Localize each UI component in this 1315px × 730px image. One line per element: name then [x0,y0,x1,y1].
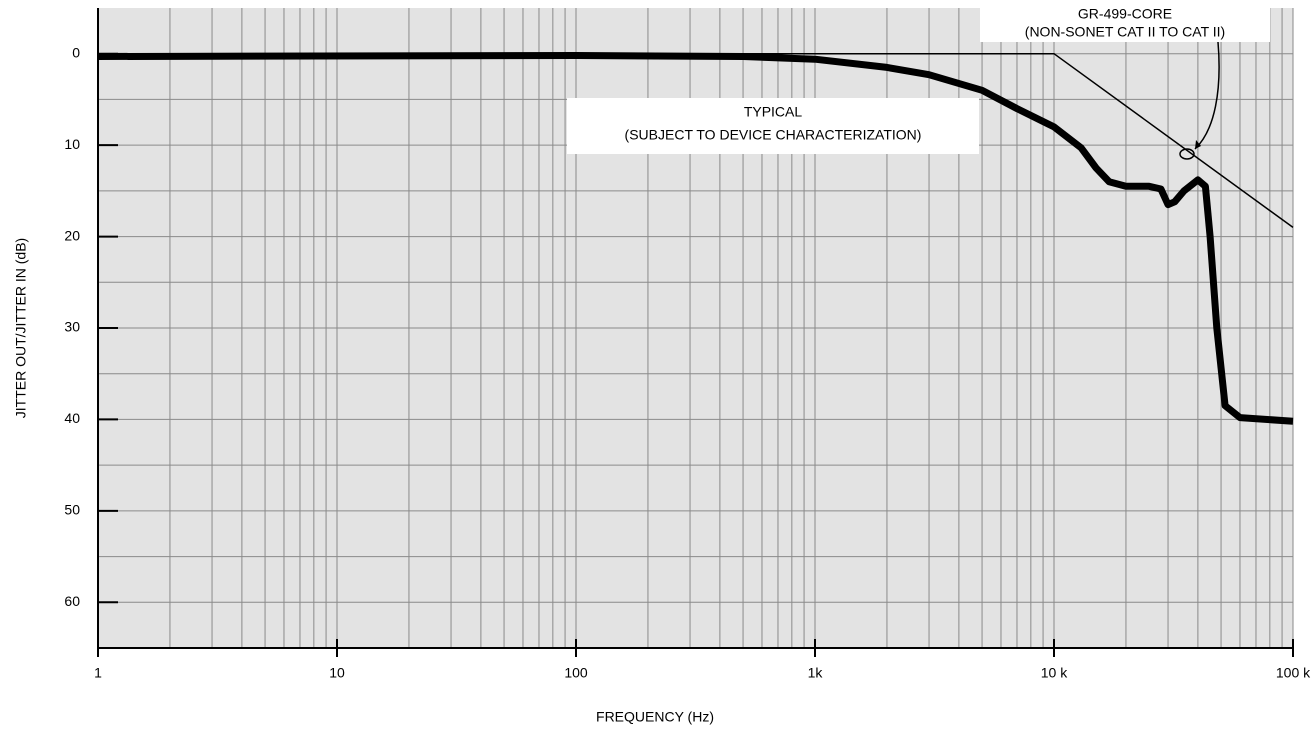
arrow-head [1195,140,1201,149]
x-tick-label: 1k [808,665,824,681]
line-series [98,52,1294,229]
annotation: GR-499-CORE [1078,6,1172,22]
y-axis-label: JITTER OUT/JITTER IN (dB) [13,238,29,418]
x-tick-label: 10 [329,665,345,681]
marks [97,52,1294,425]
annotation: (SUBJECT TO DEVICE CHARACTERIZATION) [625,127,922,143]
y-tick-label: 60 [64,593,80,609]
y-tick-label: 0 [72,44,80,60]
x-tick-label: 100 k [1276,665,1311,681]
x-tick-label: 10 k [1041,665,1068,681]
y-tick-label: 20 [64,227,80,243]
x-axis-label: FREQUENCY (Hz) [596,709,714,725]
line-series [97,52,1294,425]
annotation-box [567,98,979,154]
annotation: TYPICAL [744,104,803,120]
y-tick-label: 50 [64,502,80,518]
y-tick-label: 10 [64,136,80,152]
x-tick-label: 1 [94,665,102,681]
callout-arrow [1194,41,1220,150]
annotation: (NON-SONET CAT II TO CAT II) [1025,24,1225,40]
annotation-box [980,6,1270,42]
callout-ring [1179,148,1195,160]
x-tick-label: 100 [564,665,588,681]
y-tick-label: 30 [64,319,80,335]
y-tick-label: 40 [64,410,80,426]
